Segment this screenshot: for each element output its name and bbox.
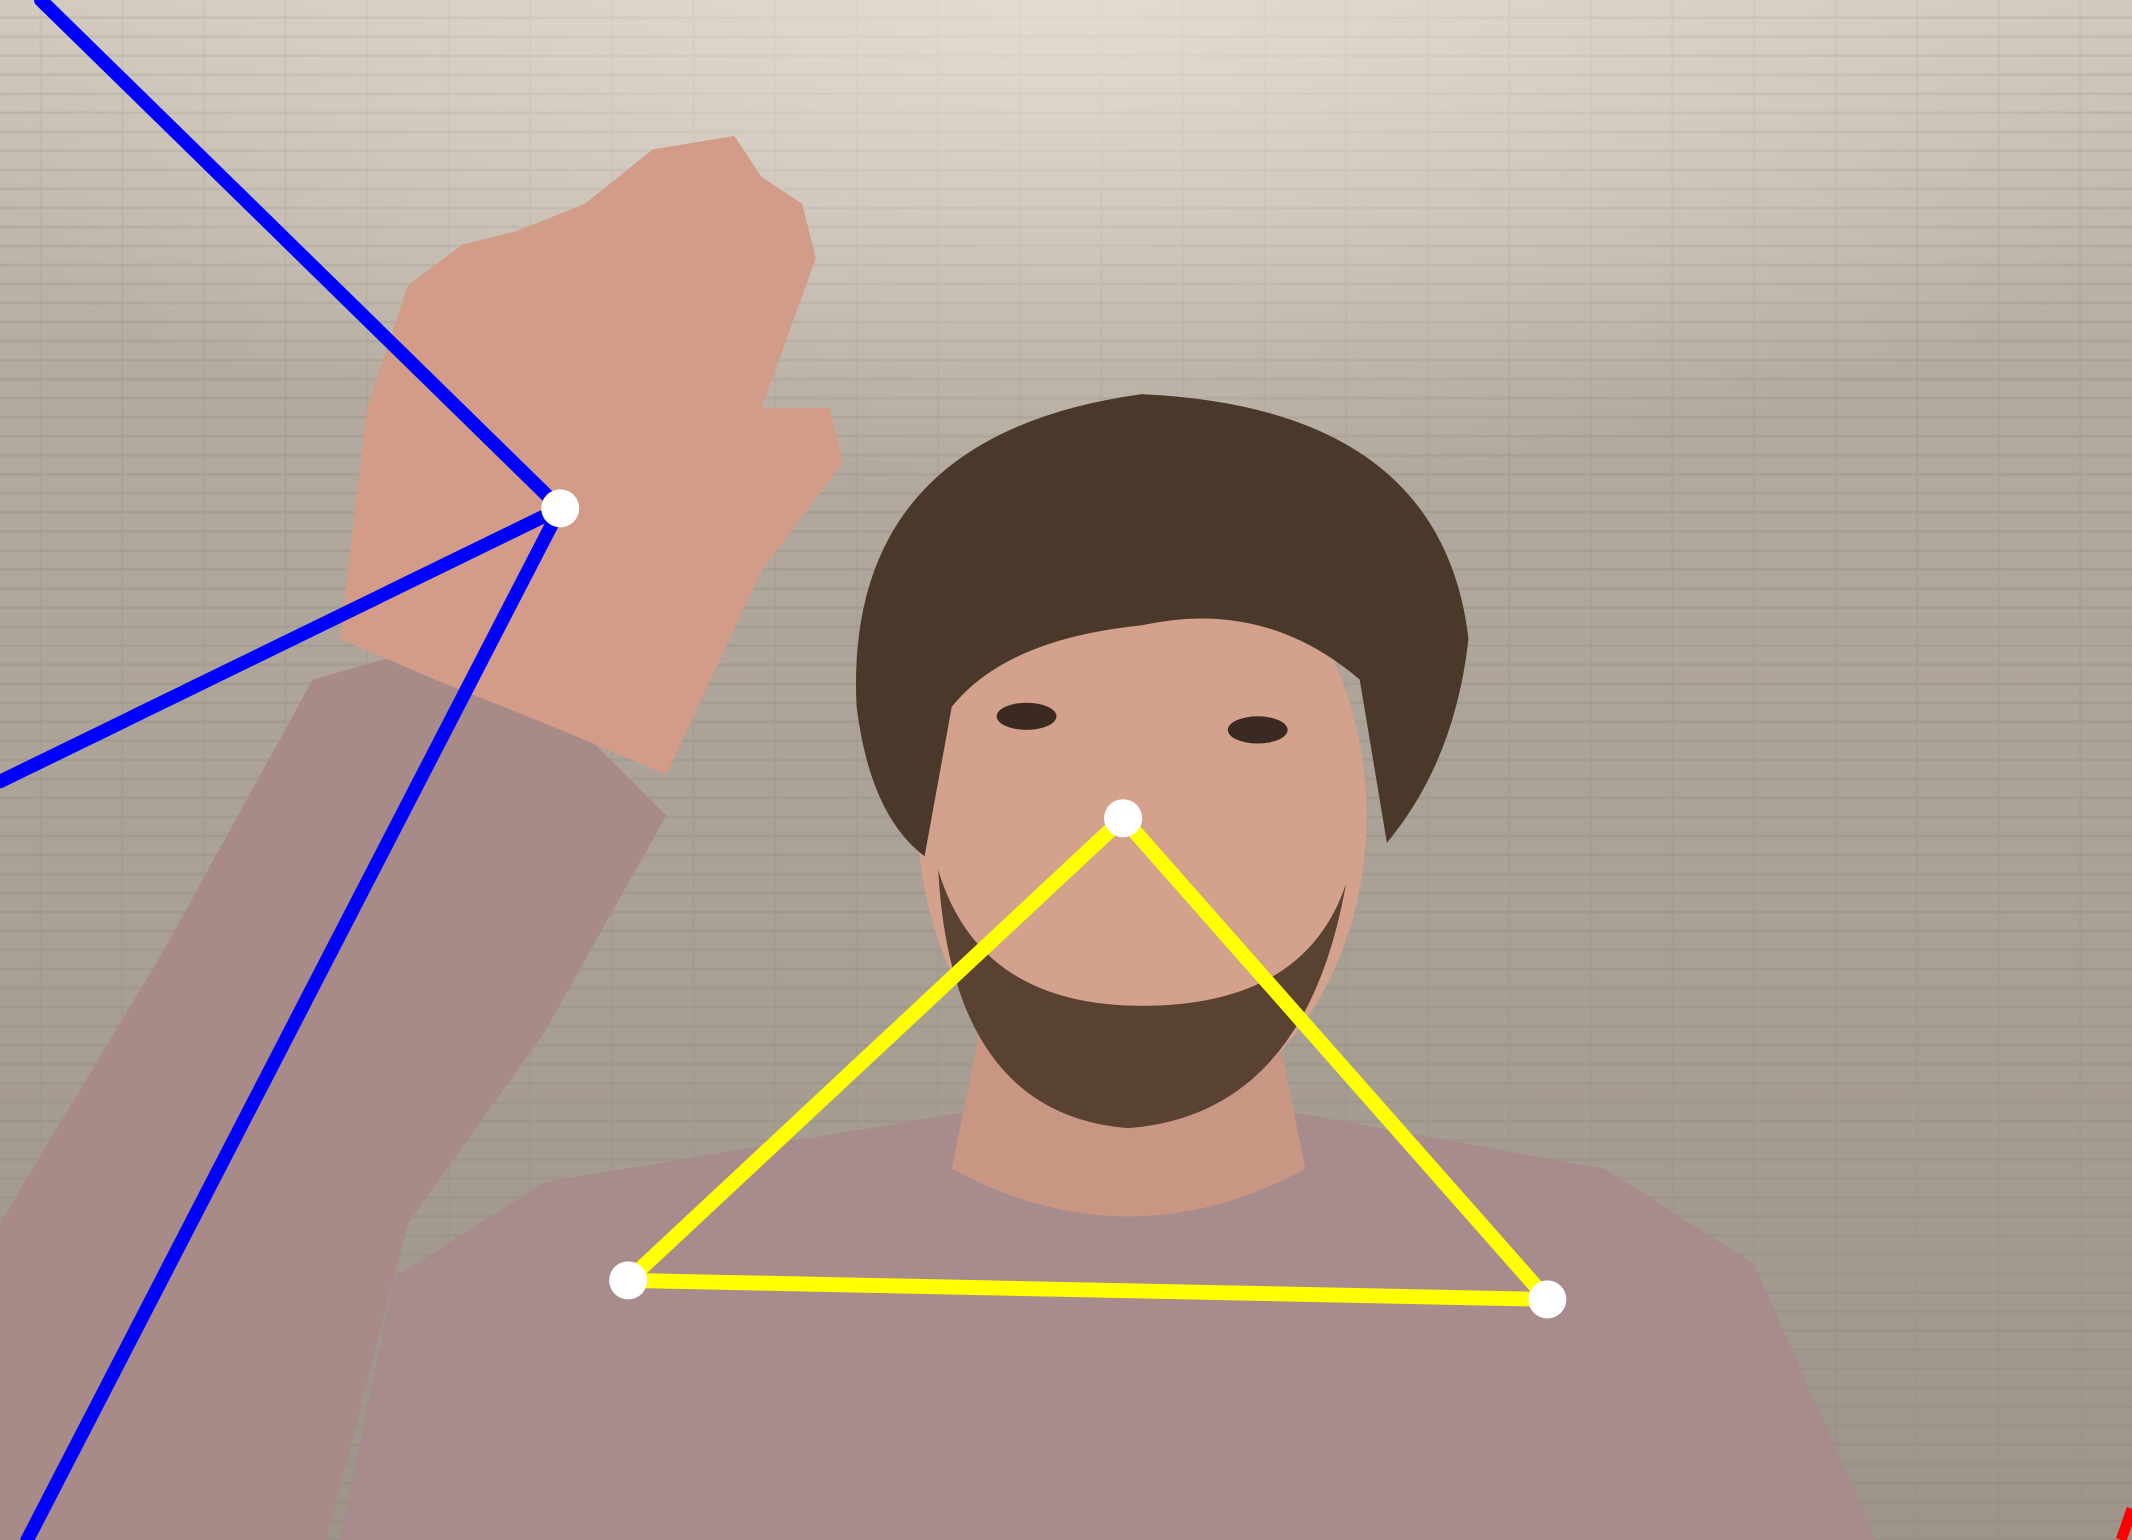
- keypoint: [1104, 799, 1143, 838]
- keypoint: [541, 489, 580, 528]
- right-eye: [1227, 716, 1288, 744]
- hair: [856, 394, 1469, 857]
- skeleton-line: [0, 501, 567, 789]
- skeleton-line: [20, 501, 567, 1540]
- keypoints: [541, 489, 1567, 1319]
- keypoint: [1528, 1280, 1567, 1319]
- skeleton-line: [33, 0, 567, 516]
- skeleton-line: [2115, 1506, 2132, 1540]
- arm-skeleton: [0, 0, 567, 1540]
- hand: [339, 135, 844, 775]
- torso-skeleton: [620, 810, 1555, 1307]
- left-eye: [996, 702, 1057, 730]
- raised-arm: [0, 652, 667, 1540]
- beard: [938, 869, 1347, 1129]
- keypoint: [609, 1261, 648, 1300]
